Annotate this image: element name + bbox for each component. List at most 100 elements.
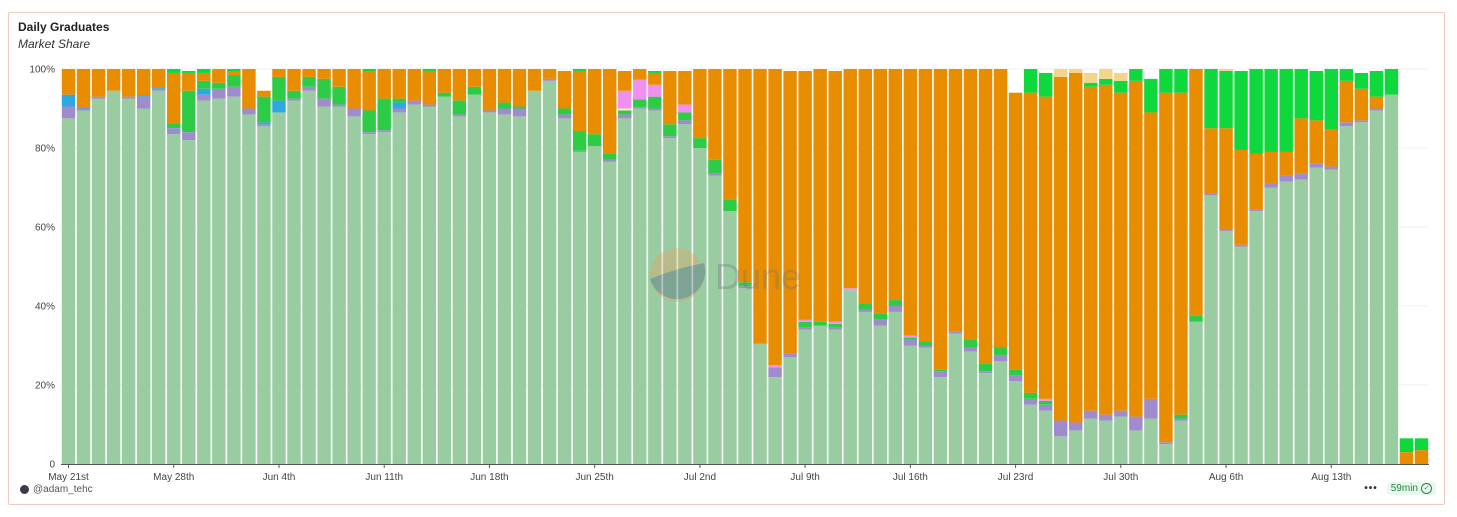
- bar-segment: [602, 153, 617, 160]
- bar-segment: [633, 69, 647, 80]
- bar-segment: [497, 108, 512, 115]
- bar-segment: [648, 96, 662, 109]
- bar-segment: [317, 78, 331, 99]
- dune-logo-shade: [650, 263, 706, 300]
- bar-segment: [693, 148, 707, 464]
- bar-segment: [1189, 69, 1203, 316]
- bar-segment: [1023, 398, 1038, 405]
- bar-segment: [903, 337, 918, 340]
- bar-segment: [1249, 69, 1263, 154]
- bar-segment: [843, 288, 857, 291]
- x-tick-label: May 28th: [153, 472, 194, 483]
- check-circle-icon: ✓: [1421, 483, 1432, 494]
- bar-segment: [753, 343, 767, 464]
- bar-segment: [91, 98, 106, 465]
- bar-segment: [978, 69, 993, 364]
- bar-segment: [798, 70, 812, 320]
- bar-segment: [242, 108, 256, 115]
- x-tick-label: Jul 23rd: [998, 472, 1034, 483]
- bar-segment: [106, 69, 121, 91]
- bar-segment: [978, 363, 993, 372]
- bar-segment: [76, 107, 91, 109]
- y-tick-label: 20%: [35, 381, 55, 392]
- more-options-icon[interactable]: •••: [1364, 483, 1378, 494]
- bar-segment: [1038, 96, 1053, 399]
- bar-segment: [482, 110, 497, 113]
- bar-segment: [392, 112, 406, 464]
- bar-segment: [1099, 414, 1113, 421]
- bar-segment: [167, 69, 181, 73]
- bar-segment: [963, 347, 978, 352]
- bar-segment: [1144, 78, 1158, 113]
- bar-segment: [978, 371, 993, 374]
- bar-segment: [422, 104, 437, 107]
- bar-segment: [1053, 69, 1068, 77]
- bar-segment: [813, 69, 827, 322]
- bar-segment: [302, 76, 316, 87]
- x-tick-label: Jul 2nd: [684, 472, 716, 483]
- refresh-time: 59min: [1390, 483, 1418, 494]
- bar-segment: [497, 69, 512, 103]
- bar-segment: [1339, 126, 1354, 464]
- bar-segment: [452, 69, 467, 101]
- refresh-badge[interactable]: 59min ✓: [1386, 482, 1436, 495]
- bar-segment: [1144, 398, 1158, 419]
- bar-segment: [738, 288, 752, 464]
- bar-segment: [918, 345, 933, 348]
- bar-segment: [798, 321, 812, 328]
- bar-segment: [678, 70, 692, 105]
- bar-segment: [61, 118, 76, 465]
- bar-segment: [993, 69, 1008, 348]
- bar-segment: [392, 98, 406, 103]
- bar-segment: [197, 72, 211, 81]
- bar-segment: [708, 159, 722, 174]
- bar-segment: [618, 114, 632, 119]
- bar-segment: [873, 313, 888, 320]
- bar-segment: [377, 69, 391, 99]
- bar-segment: [1339, 80, 1354, 123]
- bar-segment: [422, 70, 437, 105]
- x-tick-label: Aug 13th: [1311, 472, 1351, 483]
- bar-segment: [1159, 92, 1173, 443]
- bar-segment: [1219, 69, 1233, 71]
- bar-segment: [197, 69, 211, 73]
- bar-segment: [933, 377, 948, 464]
- bar-segment: [618, 108, 632, 111]
- y-tick-label: 60%: [35, 223, 55, 234]
- bar-segment: [272, 112, 286, 464]
- bar-segment: [798, 327, 812, 330]
- bar-segment: [1084, 72, 1098, 83]
- bar-segment: [963, 351, 978, 464]
- stacked-bar-chart: 0 20% 40% 60% 80% 100% May 21st May 28th Jun 4th…: [29, 65, 1429, 483]
- bar-segment: [302, 86, 316, 91]
- bar-segment: [1234, 246, 1248, 464]
- bar-segment: [678, 120, 692, 125]
- bar-segment: [1038, 410, 1053, 464]
- bar-segment: [242, 69, 256, 109]
- x-tick-label: May 21st: [48, 472, 89, 483]
- bar-segment: [1354, 122, 1369, 464]
- bar-segment: [497, 114, 512, 465]
- bar-segment: [1084, 410, 1098, 419]
- bar-segment: [392, 108, 406, 113]
- bar-segment: [121, 96, 136, 99]
- bar-segment: [858, 69, 872, 305]
- bar-segment: [182, 140, 196, 464]
- bar-segment: [572, 70, 587, 132]
- bar-segment: [302, 90, 316, 464]
- bar-segment: [933, 371, 948, 378]
- bar-segment: [257, 126, 271, 464]
- bar-segment: [1249, 209, 1263, 212]
- bar-segment: [136, 95, 151, 97]
- bar-segment: [1069, 422, 1083, 431]
- bar-segment: [182, 70, 196, 73]
- bar-segment: [648, 84, 662, 97]
- bar-segment: [948, 333, 963, 464]
- bar-segment: [467, 94, 482, 465]
- bar-segment: [1204, 128, 1218, 194]
- bar-segment: [392, 69, 406, 99]
- refresh-status: ••• 59min ✓: [1364, 482, 1436, 495]
- bar-segment: [1038, 398, 1053, 401]
- author-link[interactable]: @adam_tehc: [20, 484, 93, 495]
- bar-segment: [136, 108, 151, 464]
